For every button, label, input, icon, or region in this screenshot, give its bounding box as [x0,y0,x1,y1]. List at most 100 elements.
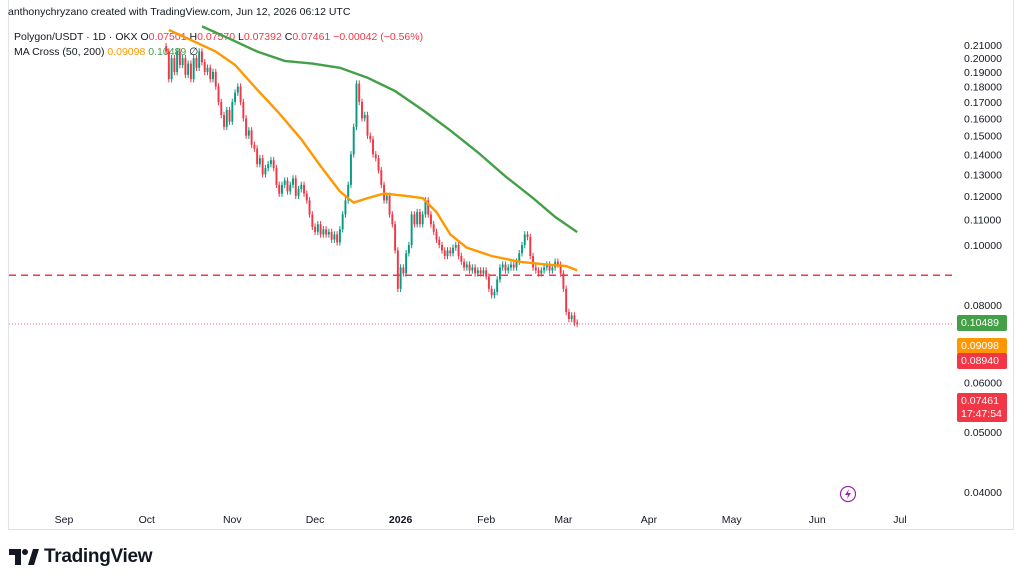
candle [352,126,355,155]
candle [443,250,446,257]
candle [559,264,562,274]
candle [399,267,402,289]
ma-slow-line [201,25,578,234]
candle [438,239,441,246]
y-tick-label: 0.20000 [964,53,1002,65]
candle [369,135,372,140]
candle [576,322,579,324]
candle [236,86,239,93]
candle [498,267,501,280]
candle [523,234,526,246]
candle [195,58,198,68]
high-value: 0.07570 [197,31,236,43]
ma-fast-price-tag: 0.09098 [957,338,1007,354]
candle [220,101,223,115]
close-label: C [284,31,293,43]
candle [300,184,303,190]
candle [325,229,328,235]
y-tick-label: 0.12000 [964,191,1002,203]
candle [225,110,228,127]
x-tick-label: 2026 [389,514,413,526]
symbol-name[interactable]: Polygon/USDT · 1D · OKX [14,31,138,43]
tradingview-logo[interactable]: TradingView [9,546,153,568]
x-tick-label: Jun [809,514,826,526]
candle [228,110,231,122]
candle [234,92,237,102]
candle [413,214,416,225]
candle [565,288,568,312]
x-tick-label: Apr [641,514,658,526]
candle [471,267,474,271]
candle [537,270,540,274]
candle [341,214,344,230]
y-tick-label: 0.13000 [964,169,1002,181]
candle [242,101,245,119]
indicator-extra: ∅ [189,46,199,58]
candle [258,158,261,165]
candle [305,193,308,201]
candle [303,184,306,194]
y-tick-label: 0.10000 [964,240,1002,252]
chart-attribution: anthonychryzano created with TradingView… [8,6,351,18]
candle [479,270,482,274]
candle [424,200,427,215]
candle [388,195,391,215]
candle [534,267,537,271]
candle [521,245,523,254]
candle [170,58,173,80]
candle [380,170,383,185]
y-tick-label: 0.17000 [964,97,1002,109]
candle [573,315,576,323]
candle [278,184,281,194]
candle [543,267,546,271]
candle [545,264,548,268]
level-price-tag: 0.08940 [957,353,1007,369]
candle [245,118,248,136]
candle [457,245,460,257]
ma-fast-value: 0.09098 [107,46,146,58]
x-tick-label: Oct [139,514,155,526]
candle [203,62,206,72]
candle [308,200,311,215]
ma-fast-line [168,28,578,272]
candle [441,245,443,251]
candle [410,214,413,246]
candle [518,253,521,262]
x-tick-label: Dec [306,514,325,526]
y-tick-label: 0.14000 [964,149,1002,161]
candle [468,264,471,271]
candle [402,267,405,274]
chart-frame [8,0,1014,530]
candle [405,253,408,274]
indicator-name[interactable]: MA Cross (50, 200) [14,46,105,58]
candle [327,231,330,235]
candle [267,164,270,169]
candle [485,270,488,277]
y-tick-label: 0.06000 [964,378,1002,390]
x-tick-label: Jul [893,514,906,526]
candle [556,261,559,265]
candle [372,139,374,155]
candle [338,229,341,243]
candle [264,168,267,175]
lightning-icon[interactable] [839,485,857,503]
ma-slow-price-tag: 0.10489 [957,315,1007,331]
candle [333,234,336,240]
candle [314,226,317,232]
candle [322,229,325,235]
candle [512,264,515,268]
candle [336,234,339,243]
candle [173,58,176,72]
candle [432,224,435,232]
candle [355,83,358,127]
candle [247,130,250,136]
candle [358,83,361,102]
candle [297,189,300,196]
candle [311,214,314,227]
candle [363,114,366,119]
x-tick-label: Sep [55,514,74,526]
candle [272,160,275,169]
candle [416,212,419,225]
x-tick-label: Nov [223,514,242,526]
